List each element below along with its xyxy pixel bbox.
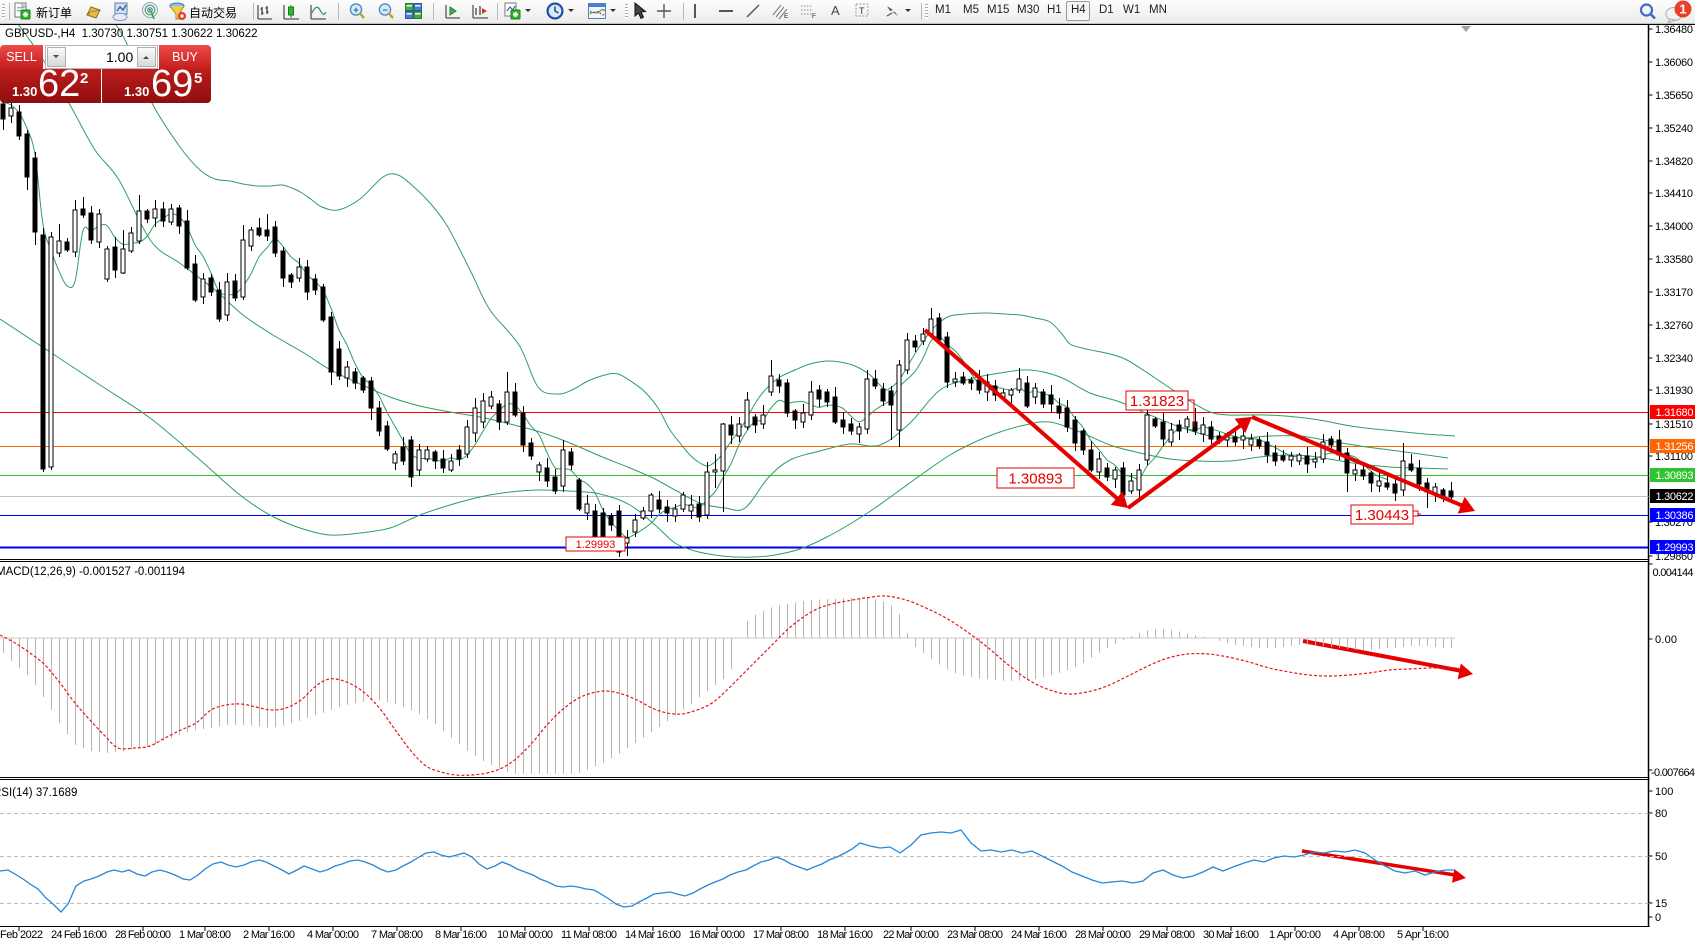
svg-text:0: 0 — [1655, 912, 1661, 924]
svg-text:24 Mar 16:00: 24 Mar 16:00 — [1011, 929, 1067, 941]
svg-text:28 Feb 00:00: 28 Feb 00:00 — [115, 929, 171, 941]
svg-text:1.31100: 1.31100 — [1655, 451, 1693, 463]
svg-text:1.29993: 1.29993 — [576, 539, 616, 551]
svg-text:17 Mar 08:00: 17 Mar 08:00 — [753, 929, 809, 941]
svg-text:MACD(12,26,9) -0.001527 -0.001: MACD(12,26,9) -0.001527 -0.001194 — [0, 566, 186, 578]
svg-text:1.30893: 1.30893 — [1008, 470, 1062, 487]
svg-text:14 Mar 16:00: 14 Mar 16:00 — [625, 929, 681, 941]
svg-text:5 Apr 16:00: 5 Apr 16:00 — [1397, 929, 1449, 941]
svg-text:−: − — [382, 5, 387, 15]
svg-text:100: 100 — [1655, 786, 1673, 798]
svg-text:22 Mar 00:00: 22 Mar 00:00 — [883, 929, 939, 941]
svg-text:1 Mar 08:00: 1 Mar 08:00 — [179, 929, 231, 941]
svg-text:24 Feb 16:00: 24 Feb 16:00 — [51, 929, 107, 941]
svg-text:RSI(14) 37.1689: RSI(14) 37.1689 — [0, 787, 77, 799]
svg-text:30 Mar 16:00: 30 Mar 16:00 — [1203, 929, 1259, 941]
svg-text:8 Mar 16:00: 8 Mar 16:00 — [435, 929, 487, 941]
svg-text:10 Mar 00:00: 10 Mar 00:00 — [497, 929, 553, 941]
svg-text:15: 15 — [1655, 898, 1667, 910]
svg-text:11 Mar 08:00: 11 Mar 08:00 — [561, 929, 617, 941]
svg-text:+: + — [353, 5, 358, 15]
svg-text:1.30443: 1.30443 — [1355, 507, 1409, 524]
svg-text:0.004144: 0.004144 — [1653, 567, 1694, 579]
svg-text:1.30893: 1.30893 — [1656, 470, 1694, 482]
svg-text:1.35650: 1.35650 — [1655, 90, 1693, 102]
svg-text:1.32340: 1.32340 — [1655, 353, 1693, 365]
svg-text:1.29993: 1.29993 — [1656, 542, 1694, 554]
svg-text:28 Mar 00:00: 28 Mar 00:00 — [1075, 929, 1131, 941]
svg-text:23 Mar 08:00: 23 Mar 08:00 — [947, 929, 1003, 941]
svg-text:1.34820: 1.34820 — [1655, 156, 1693, 168]
svg-text:29 Mar 08:00: 29 Mar 08:00 — [1139, 929, 1195, 941]
svg-text:-0.007664: -0.007664 — [1651, 767, 1695, 779]
svg-text:GBPUSD-,H4 1.30730 1.30751 1.: GBPUSD-,H4 1.30730 1.30751 1.30622 1.306… — [5, 28, 258, 40]
svg-text:80: 80 — [1655, 808, 1667, 820]
svg-text:1.32760: 1.32760 — [1655, 320, 1693, 332]
svg-text:Feb 2022: Feb 2022 — [0, 929, 43, 941]
svg-text:1: 1 — [1679, 2, 1686, 17]
svg-text:2 Mar 16:00: 2 Mar 16:00 — [243, 929, 295, 941]
svg-text:1.31930: 1.31930 — [1655, 385, 1693, 397]
svg-text:T: T — [859, 6, 865, 16]
svg-text:7 Mar 08:00: 7 Mar 08:00 — [371, 929, 423, 941]
svg-text:50: 50 — [1655, 851, 1667, 863]
svg-text:1.31823: 1.31823 — [1130, 393, 1184, 410]
svg-text:1.34000: 1.34000 — [1655, 221, 1693, 233]
svg-text:16 Mar 00:00: 16 Mar 00:00 — [689, 929, 745, 941]
svg-text:E: E — [784, 13, 789, 20]
svg-text:4 Mar 00:00: 4 Mar 00:00 — [307, 929, 359, 941]
svg-text:1.34410: 1.34410 — [1655, 188, 1693, 200]
svg-text:F: F — [812, 13, 816, 20]
svg-text:1.31256: 1.31256 — [1656, 441, 1694, 453]
svg-text:1.33580: 1.33580 — [1655, 254, 1693, 266]
svg-text:1.30622: 1.30622 — [1656, 491, 1694, 503]
svg-text:1.31680: 1.31680 — [1656, 407, 1694, 419]
svg-text:1 Apr 00:00: 1 Apr 00:00 — [1269, 929, 1321, 941]
svg-text:1.31510: 1.31510 — [1655, 419, 1693, 431]
svg-text:1.36480: 1.36480 — [1655, 24, 1693, 36]
svg-text:18 Mar 16:00: 18 Mar 16:00 — [817, 929, 873, 941]
svg-text:0.00: 0.00 — [1655, 634, 1677, 646]
svg-text:1.33170: 1.33170 — [1655, 287, 1693, 299]
svg-text:4 Apr 08:00: 4 Apr 08:00 — [1333, 929, 1385, 941]
svg-text:1.36060: 1.36060 — [1655, 57, 1693, 69]
svg-text:1.35240: 1.35240 — [1655, 123, 1693, 135]
svg-text:1.30386: 1.30386 — [1656, 510, 1694, 522]
